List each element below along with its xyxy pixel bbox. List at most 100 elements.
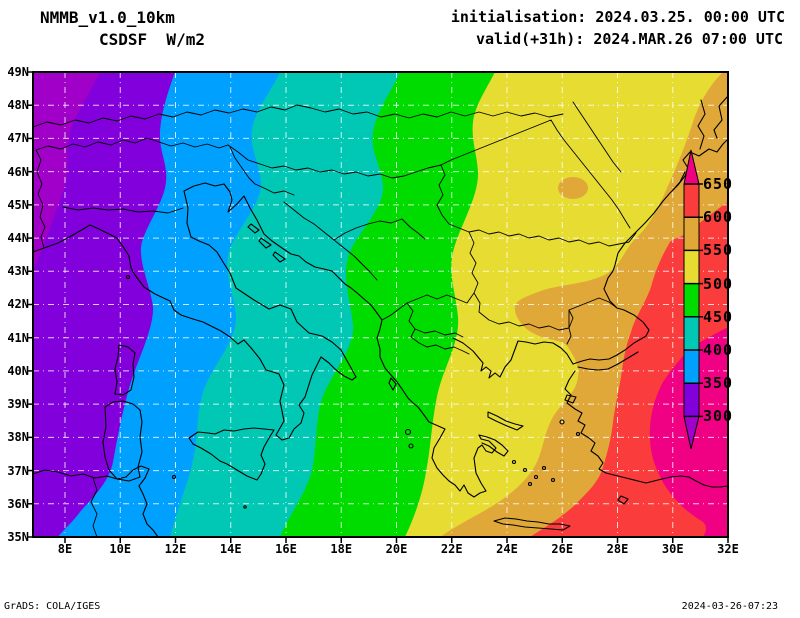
border-danube	[436, 164, 637, 247]
lon-label-14E: 14E	[219, 542, 242, 556]
island-corsica	[114, 344, 136, 396]
lon-label-22E: 22E	[440, 542, 463, 556]
lon-label-10E: 10E	[109, 542, 132, 556]
colorbar-label-550: 550	[703, 241, 734, 260]
border-bulgaria-greece-turkey	[478, 297, 618, 345]
island-dot	[511, 459, 517, 465]
colorbar-seg-300-350	[684, 383, 699, 417]
island-dot	[125, 274, 131, 280]
rivers-ukraine	[672, 95, 728, 191]
lon-label-32E: 32E	[717, 542, 739, 556]
colorbar-seg-500-550	[684, 250, 699, 284]
lon-label-16E: 16E	[275, 542, 297, 556]
map-plot	[27, 71, 729, 543]
border-alps	[35, 137, 229, 151]
river-po	[62, 206, 184, 214]
island-dot	[533, 474, 539, 480]
colorbar-seg-550-600	[684, 217, 699, 251]
lon-label-30E: 30E	[661, 542, 684, 556]
model-title: NMMB_v1.0_10km	[40, 8, 175, 27]
colorbar-label-350: 350	[703, 374, 734, 393]
colorbar-label-500: 500	[703, 274, 734, 293]
lat-label-41N: 41N	[7, 330, 29, 345]
lat-label-48N: 48N	[7, 98, 29, 113]
coast-italy	[33, 182, 357, 441]
lat-label-45N: 45N	[7, 197, 29, 212]
island-dot	[408, 443, 414, 449]
borders-rivers	[33, 101, 637, 537]
island-sardinia	[102, 400, 143, 482]
border-dniester	[572, 101, 622, 173]
border-slovenia-croatia	[229, 146, 295, 196]
border-france-italy	[35, 149, 46, 249]
lat-label-47N: 47N	[7, 131, 29, 146]
colorbar-tip-top	[684, 150, 699, 184]
island-dot	[527, 481, 533, 487]
lon-label-8E: 8E	[57, 542, 73, 556]
grads-credit: GrADS: COLA/IGES	[4, 601, 101, 612]
island-dot	[541, 465, 547, 471]
coast-blacksea	[572, 138, 728, 365]
coast-turkey	[564, 351, 728, 488]
colorbar-label-650: 650	[703, 175, 734, 193]
border-carpathia	[440, 119, 631, 229]
lat-label-40N: 40N	[7, 363, 29, 378]
lat-label-38N: 38N	[7, 430, 29, 445]
lat-label-46N: 46N	[7, 164, 29, 179]
map-svg	[27, 71, 729, 543]
colorbar-seg-600-650	[684, 184, 699, 218]
island-dot	[559, 419, 565, 425]
lon-label-26E: 26E	[551, 542, 574, 556]
colorbar-label-600: 600	[703, 208, 734, 227]
band-under-300	[33, 72, 100, 270]
lat-label-37N: 37N	[7, 463, 29, 478]
lat-label-36N: 36N	[7, 496, 29, 511]
lon-label-28E: 28E	[606, 542, 629, 556]
coastlines	[33, 95, 728, 537]
island-crete	[493, 517, 571, 531]
lon-label-18E: 18E	[330, 542, 353, 556]
colorbar-label-400: 400	[703, 341, 734, 359]
islands-small	[247, 223, 629, 505]
coast-north-aegean	[452, 337, 574, 379]
lat-label-44N: 44N	[7, 231, 29, 246]
variable-title: CSDSF W/m2	[99, 30, 205, 49]
colorbar-ticks	[684, 183, 703, 418]
border-hungary-south	[227, 144, 442, 179]
colorbar-tip-bottom	[684, 416, 699, 449]
island-sicily	[188, 427, 275, 481]
colorbar-seg-400-450	[684, 316, 699, 350]
colorbar	[683, 149, 703, 450]
island-dot	[550, 477, 556, 483]
colorbar-label-450: 450	[703, 307, 734, 326]
island-dot	[575, 431, 581, 437]
valid-time: valid(+31h): 2024.MAR.26 07:00 UTC	[475, 30, 783, 48]
island-dot	[404, 428, 412, 436]
lat-label-49N: 49N	[7, 65, 29, 79]
lon-label-12E: 12E	[164, 542, 187, 556]
colorbar-seg-450-500	[684, 283, 699, 317]
colorbar-label-300: 300	[703, 407, 734, 426]
lat-label-35N: 35N	[7, 529, 29, 544]
border-albania-macedonia	[381, 292, 475, 355]
lat-label-42N: 42N	[7, 297, 29, 312]
island-dot	[522, 467, 528, 473]
border-algeria-tunisia	[90, 477, 98, 537]
island-dot	[243, 505, 247, 509]
colorbar-seg-350-400	[684, 350, 699, 384]
graticule	[33, 72, 728, 537]
border-dinaric	[283, 201, 426, 281]
lat-label-39N: 39N	[7, 397, 29, 412]
initialisation-time: initialisation: 2024.03.25. 00:00 UTC	[450, 8, 785, 26]
lon-label-20E: 20E	[385, 542, 408, 556]
generation-timestamp: 2024-03-26-07:23	[681, 601, 778, 612]
coast-adriatic-greece	[223, 183, 509, 498]
island-euboea	[487, 411, 524, 431]
map-frame	[32, 71, 729, 538]
border-central-europe	[33, 104, 564, 128]
border-bulgaria-serbia	[468, 231, 481, 313]
island-dot	[171, 474, 177, 480]
coast-africa	[33, 465, 159, 537]
lon-label-24E: 24E	[496, 542, 518, 556]
